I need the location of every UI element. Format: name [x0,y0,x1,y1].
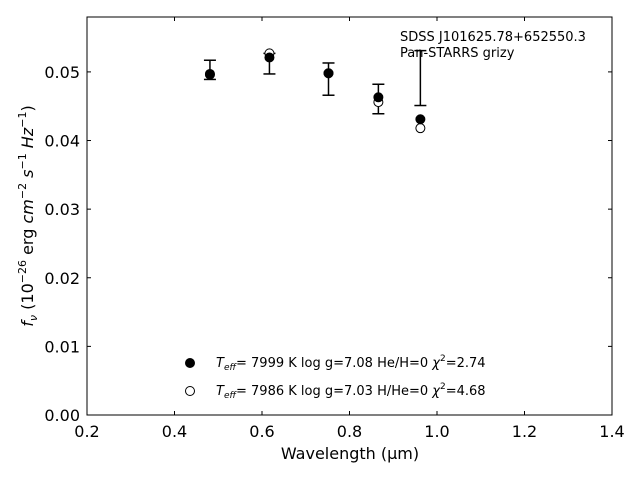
data-point-filled [323,68,334,79]
y-ticks: 0.00 0.01 0.02 0.03 0.04 0.05 [44,63,612,425]
data-points [204,48,426,134]
legend: Teff= 7999 K log g=7.08 He/H=0 χ2=2.74 T… [185,354,486,401]
x-ticks: 0.2 0.4 0.6 0.8 1.0 1.2 1.4 [74,17,625,441]
x-tick-label: 0.8 [337,422,362,441]
annotation: SDSS J101625.78+652550.3 Pan-STARRS griz… [400,30,586,61]
y-tick-label: 0.00 [44,406,80,425]
x-tick-label: 0.2 [74,422,99,441]
y-axis-label: fν (10−26 erg cm−2 s−1 Hz−1) [16,105,40,326]
x-tick-label: 1.2 [512,422,537,441]
y-tick-label: 0.02 [44,269,80,288]
data-point-open [415,123,426,134]
legend-marker-open [185,386,195,396]
annotation-line-2: Pan-STARRS grizy [400,46,515,61]
x-tick-label: 0.6 [249,422,274,441]
x-tick-label: 0.4 [162,422,187,441]
data-point-filled [264,52,275,63]
data-point-filled [415,114,426,125]
x-axis-label: Wavelength (μm) [281,444,419,463]
x-tick-label: 1.4 [599,422,624,441]
data-point-filled [373,92,384,103]
legend-marker-filled [185,358,195,368]
legend-entry-2: Teff= 7986 K log g=7.03 H/He=0 χ2=4.68 [216,382,486,401]
legend-entry-1: Teff= 7999 K log g=7.08 He/H=0 χ2=2.74 [216,354,486,373]
y-tick-label: 0.03 [44,200,80,219]
y-tick-label: 0.05 [44,63,80,82]
data-point-filled [204,69,215,80]
annotation-line-1: SDSS J101625.78+652550.3 [400,30,586,45]
x-tick-label: 1.0 [424,422,449,441]
error-bars [203,49,427,115]
y-tick-label: 0.04 [44,132,80,151]
y-tick-label: 0.01 [44,337,80,356]
